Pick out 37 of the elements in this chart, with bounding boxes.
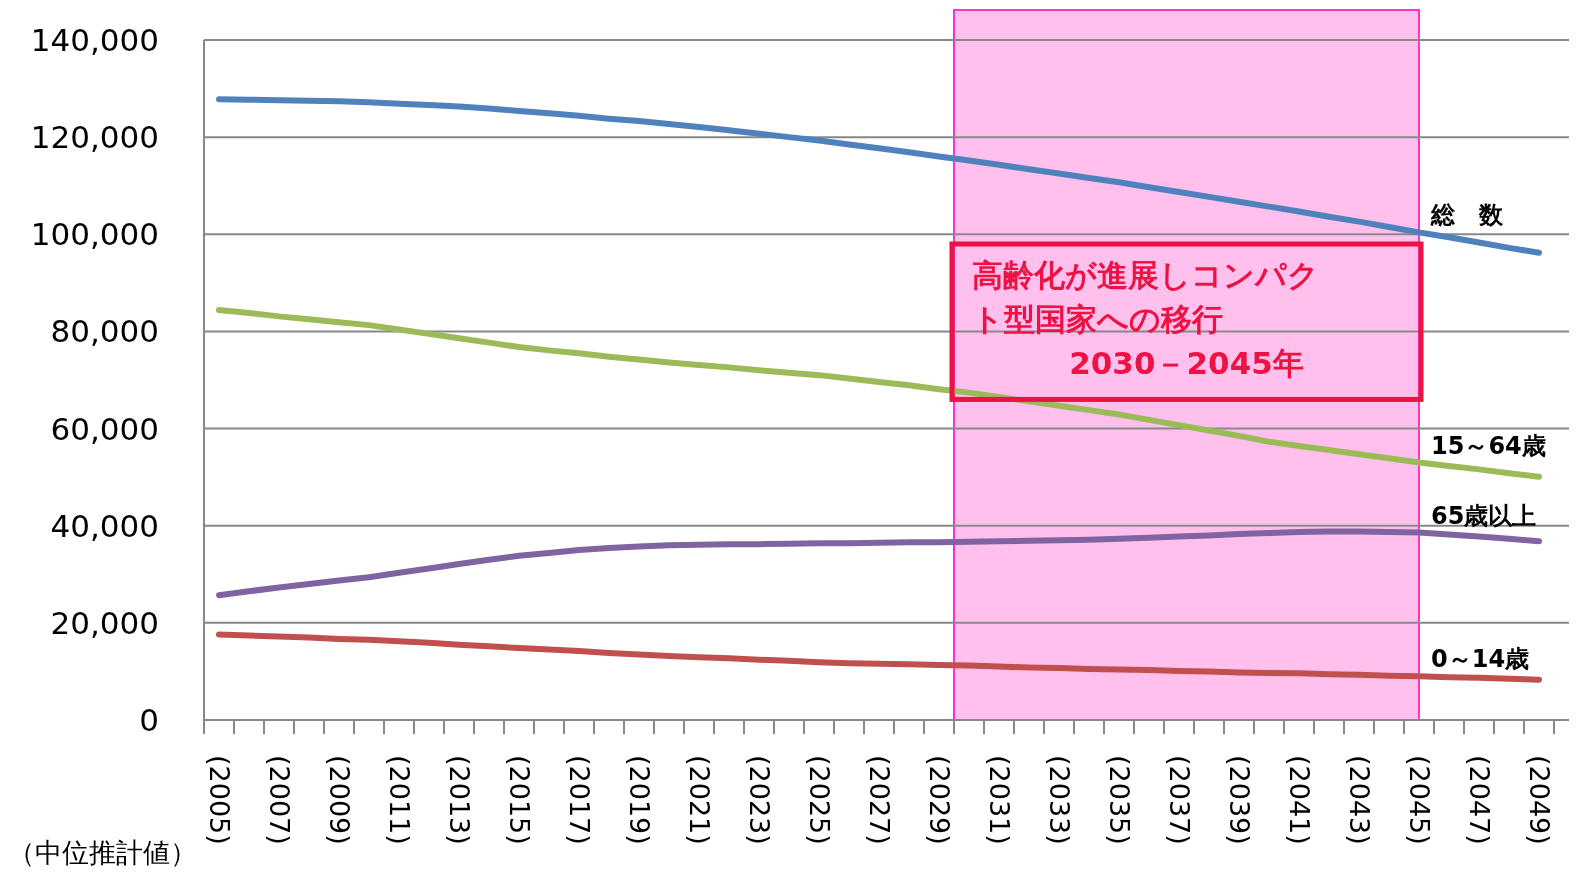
y-tick-label: 140,000 <box>30 22 159 58</box>
x-tick-label: (2045) <box>1403 755 1435 845</box>
y-tick-label: 40,000 <box>50 507 159 544</box>
x-tick-label: (2021) <box>683 755 715 845</box>
y-tick-label: 20,000 <box>50 604 159 641</box>
series-label: 総 数 <box>1430 201 1504 230</box>
x-tick-label: (2017) <box>563 755 595 845</box>
x-tick-label: (2007) <box>263 755 295 845</box>
text: （中位推計値） <box>8 837 197 868</box>
x-tick-label: (2009) <box>323 755 355 845</box>
x-tick-label: (2025) <box>803 755 835 845</box>
x-tick-label: (2043) <box>1343 755 1375 845</box>
x-tick-label: (2037) <box>1163 755 1195 845</box>
x-tick-label: (2019) <box>623 755 655 845</box>
x-tick-label: (2039) <box>1223 755 1255 845</box>
y-tick-label: 80,000 <box>50 313 159 350</box>
x-tick-label: (2005) <box>203 755 235 845</box>
x-tick-label: (2033) <box>1043 755 1075 845</box>
x-tick-label: (2011) <box>383 755 415 845</box>
x-tick-label: (2031) <box>983 755 1015 845</box>
series-label: 0～14歳 <box>1431 645 1530 674</box>
x-tick-label: (2035) <box>1103 755 1135 845</box>
series-label: 65歳以上 <box>1431 501 1537 530</box>
x-tick-label: (2015) <box>503 755 535 845</box>
x-tick-label: (2049) <box>1523 755 1555 845</box>
x-tick-label: (2047) <box>1463 755 1495 845</box>
x-tick-label: (2027) <box>863 755 895 845</box>
y-tick-label: 100,000 <box>30 216 159 253</box>
x-tick-label: (2029) <box>923 755 955 845</box>
band-label: 高齢化が進展しコンパクト型国家への移行 2030－2045年 <box>972 257 1319 381</box>
x-tick-label: (2013) <box>443 755 475 845</box>
y-tick-label: 60,000 <box>50 410 159 447</box>
x-tick-label: (2041) <box>1283 755 1315 845</box>
y-tick-label: 0 <box>139 702 159 738</box>
series-label: 15～64歳 <box>1431 431 1546 460</box>
x-tick-label: (2023) <box>743 755 775 845</box>
y-tick-label: 120,000 <box>30 119 159 156</box>
